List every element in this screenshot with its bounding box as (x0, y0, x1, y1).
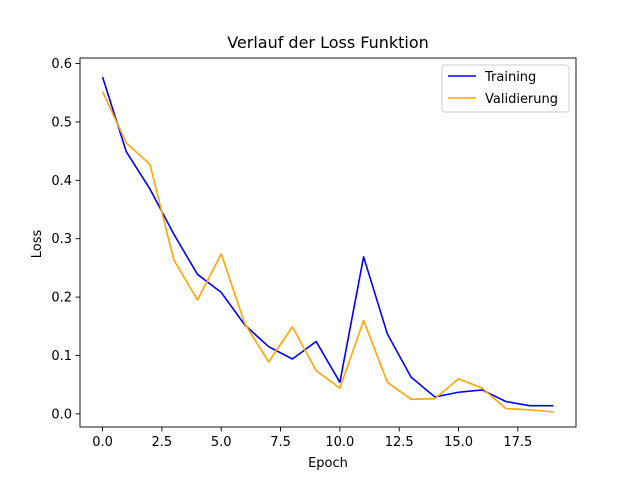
y-tick-label: 0.3 (51, 232, 72, 247)
chart-title: Verlauf der Loss Funktion (227, 33, 429, 52)
x-tick-label: 7.5 (270, 435, 291, 450)
series-line-validierung (101, 91, 554, 413)
y-tick-label: 0.0 (51, 407, 72, 422)
x-tick-label: 5.0 (211, 435, 232, 450)
y-tick-label: 0.1 (51, 349, 72, 364)
x-tick-label: 0.0 (92, 435, 113, 450)
y-axis-label: Loss (30, 230, 45, 259)
y-tick-label: 0.6 (51, 57, 72, 72)
x-tick-label: 2.5 (152, 435, 173, 450)
legend: Training Validierung (441, 64, 570, 113)
series-line-training (101, 76, 554, 407)
x-axis-label: Epoch (308, 456, 348, 471)
x-tick-label: 15.0 (444, 435, 473, 450)
legend-label-training: Training (484, 70, 536, 85)
y-tick-label: 0.2 (51, 291, 72, 306)
axes-frame (79, 57, 577, 428)
y-tick-label: 0.5 (51, 115, 72, 130)
x-tick-label: 17.5 (503, 435, 532, 450)
legend-label-validierung: Validierung (485, 92, 558, 107)
x-tick-label: 12.5 (385, 435, 414, 450)
y-tick-label: 0.4 (51, 174, 72, 189)
plot-area: 0.0 2.5 5.0 7.5 10.0 12.5 15.0 17.5 0.0 0.1 0.2 0.3… (51, 57, 577, 450)
x-tick-label: 10.0 (325, 435, 354, 450)
